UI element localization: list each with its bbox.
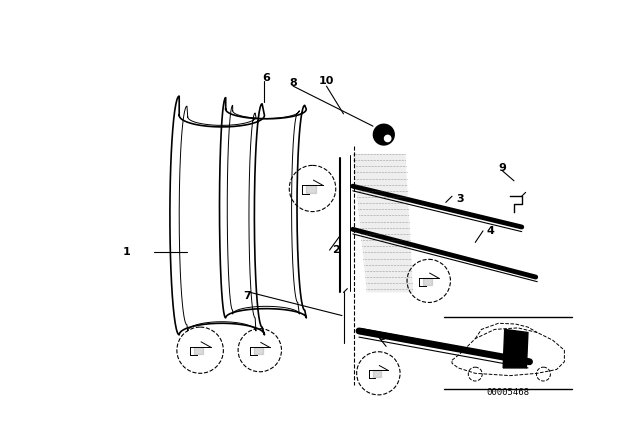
Text: 1: 1 [123, 247, 131, 258]
Text: 6: 6 [262, 73, 270, 83]
Polygon shape [423, 278, 431, 285]
Circle shape [384, 134, 392, 142]
Text: 00005468: 00005468 [486, 388, 529, 397]
Text: 5: 5 [378, 332, 386, 342]
Polygon shape [503, 329, 528, 368]
Text: 9: 9 [499, 163, 506, 173]
Polygon shape [194, 347, 204, 354]
Text: 3: 3 [456, 194, 463, 203]
Text: 10: 10 [319, 76, 334, 86]
Text: 7: 7 [243, 291, 250, 302]
Polygon shape [372, 370, 381, 377]
Polygon shape [353, 154, 413, 293]
Text: 8: 8 [289, 78, 297, 88]
Text: 2: 2 [332, 245, 340, 255]
Circle shape [374, 125, 394, 145]
Polygon shape [254, 347, 263, 354]
Text: 4: 4 [487, 226, 495, 236]
Polygon shape [306, 185, 316, 193]
